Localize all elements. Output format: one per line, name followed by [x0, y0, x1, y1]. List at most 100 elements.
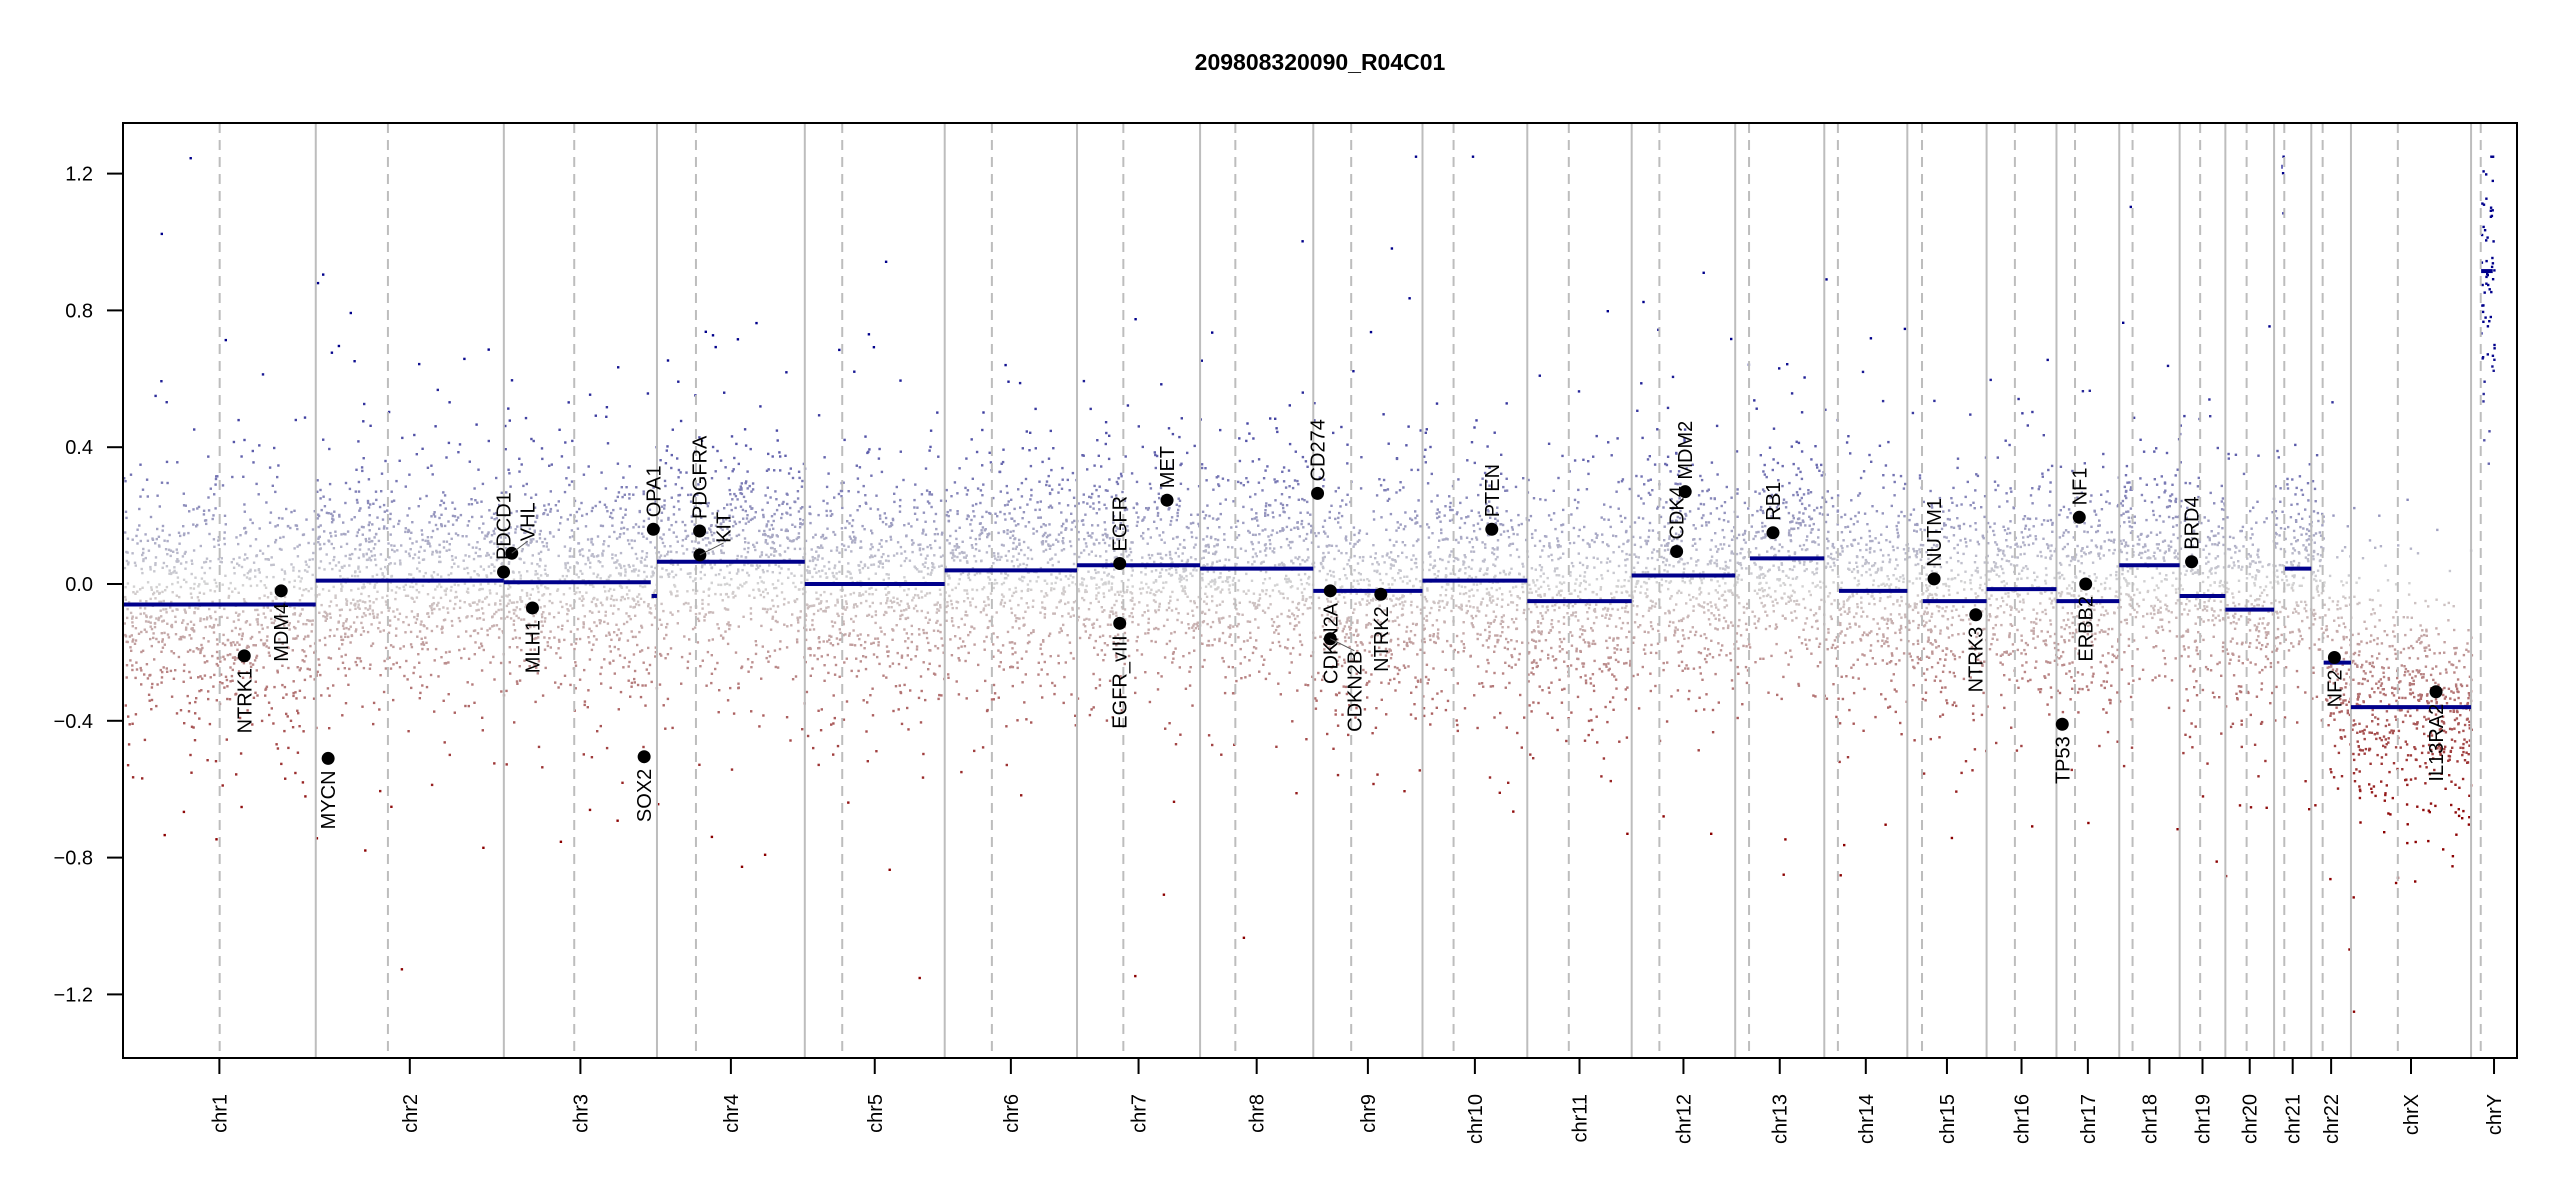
probe-point [158, 600, 161, 603]
probe-point [785, 528, 788, 531]
probe-point [520, 600, 523, 603]
probe-point [311, 619, 314, 622]
probe-point [891, 601, 894, 604]
probe-point [757, 588, 760, 591]
probe-point [650, 575, 653, 578]
probe-point [398, 612, 402, 615]
probe-point [614, 499, 617, 502]
probe-point [431, 550, 434, 554]
probe-point [344, 620, 348, 623]
probe-point [478, 646, 481, 649]
probe-point [840, 595, 843, 598]
probe-point [197, 676, 200, 679]
probe-point [345, 626, 348, 630]
probe-point [739, 583, 742, 587]
probe-point [871, 545, 874, 549]
probe-point [145, 614, 148, 617]
probe-point [1003, 601, 1007, 605]
probe-point [292, 569, 295, 572]
probe-point [1002, 581, 1006, 585]
probe-point [650, 623, 654, 627]
probe-point [681, 539, 685, 542]
probe-point [304, 588, 308, 591]
probe-point [129, 473, 133, 476]
probe-point [1113, 593, 1117, 596]
probe-point [265, 639, 269, 642]
probe-point [842, 620, 845, 623]
probe-point [1065, 518, 1068, 522]
probe-point [607, 631, 611, 634]
probe-point [193, 611, 196, 614]
probe-point [924, 533, 928, 536]
probe-point [891, 638, 894, 641]
probe-point [1168, 639, 1172, 643]
probe-point [591, 543, 595, 546]
probe-point [1119, 590, 1122, 593]
probe-point [765, 469, 769, 472]
probe-point [458, 648, 461, 652]
probe-point [1182, 655, 1185, 658]
probe-point [1010, 517, 1013, 520]
chart-title: 209808320090_R04C01 [1195, 49, 1446, 75]
probe-point [882, 674, 885, 677]
probe-point [664, 462, 668, 465]
probe-point [504, 448, 507, 451]
probe-point [993, 692, 997, 695]
probe-point [791, 523, 794, 526]
probe-point [1160, 590, 1163, 594]
probe-point [437, 675, 440, 678]
probe-point [731, 498, 734, 501]
probe-point [353, 516, 356, 519]
probe-point [390, 589, 394, 592]
probe-point [659, 575, 662, 579]
probe-point [284, 652, 288, 655]
probe-point [1016, 719, 1019, 722]
probe-point [826, 640, 829, 643]
probe-point [805, 603, 809, 606]
probe-point [255, 618, 258, 621]
probe-point [152, 636, 155, 640]
probe-point [181, 621, 184, 624]
probe-point [258, 444, 261, 447]
probe-point [856, 605, 859, 608]
probe-point [196, 507, 199, 510]
probe-point [920, 609, 923, 613]
probe-point [541, 457, 544, 461]
probe-point [249, 544, 252, 548]
probe-point [680, 682, 683, 685]
probe-point [1061, 478, 1064, 481]
probe-point [467, 543, 471, 546]
probe-point [459, 599, 462, 603]
probe-point [441, 626, 444, 630]
probe-point [168, 533, 171, 537]
probe-point [641, 550, 644, 553]
probe-point [164, 608, 168, 611]
probe-point [183, 608, 186, 611]
probe-point [379, 553, 383, 556]
probe-point [1035, 580, 1038, 583]
probe-point [568, 549, 572, 553]
probe-point [1000, 462, 1003, 465]
probe-point [1162, 581, 1165, 584]
probe-point [605, 598, 609, 601]
probe-point [676, 540, 679, 543]
probe-point [1061, 615, 1064, 618]
probe-point [234, 643, 237, 647]
probe-point [182, 504, 186, 507]
probe-point [1144, 632, 1147, 635]
probe-point [1077, 538, 1080, 541]
probe-point [140, 669, 143, 672]
probe-point [742, 615, 745, 618]
probe-point [192, 629, 196, 632]
probe-point [766, 592, 769, 595]
probe-point [669, 611, 672, 614]
probe-point [963, 551, 966, 554]
probe-point [1166, 618, 1169, 621]
probe-point [230, 644, 233, 647]
probe-point [280, 568, 284, 571]
probe-point [369, 424, 372, 427]
probe-point [190, 637, 193, 640]
probe-point [499, 599, 502, 602]
probe-point [900, 722, 904, 726]
probe-point [940, 637, 943, 640]
